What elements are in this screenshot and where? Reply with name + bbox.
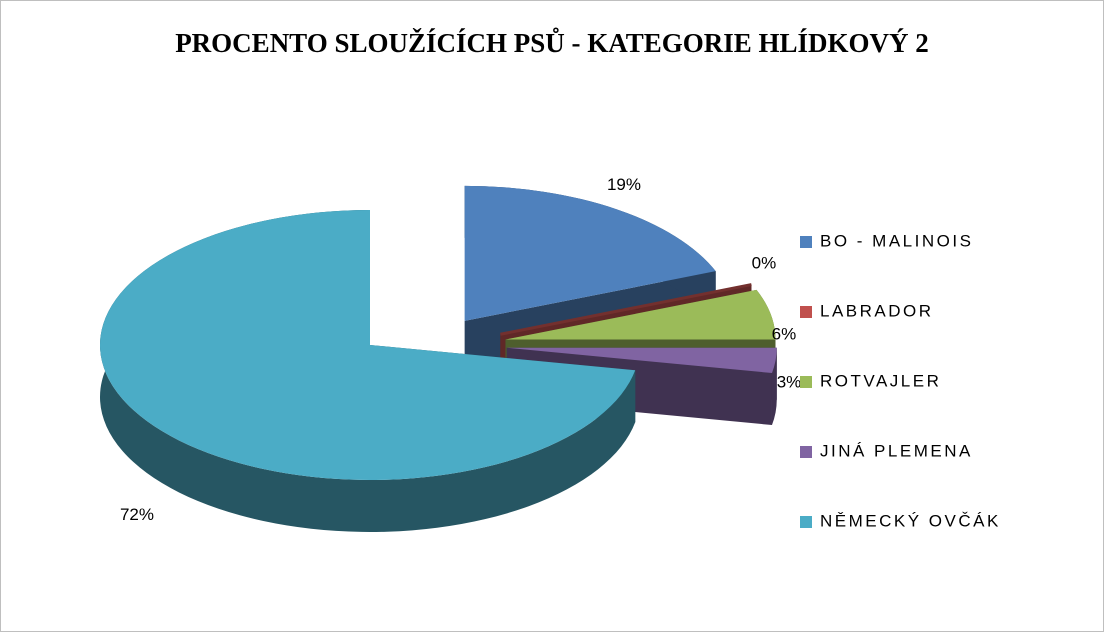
legend-label: JINÁ PLEMENA — [820, 441, 973, 460]
data-label: 3% — [777, 373, 802, 392]
legend-label: LABRADOR — [820, 301, 934, 320]
legend-label: ROTVAJLER — [820, 371, 941, 390]
legend-swatch — [800, 306, 812, 318]
legend-label: BO - MALINOIS — [820, 231, 973, 250]
legend-swatch — [800, 376, 812, 388]
legend-swatch — [800, 236, 812, 248]
data-label: 6% — [772, 324, 797, 343]
data-label: 19% — [607, 175, 641, 194]
pie-slice — [464, 185, 716, 321]
chart-title: PROCENTO SLOUŽÍCÍCH PSŮ - KATEGORIE HLÍD… — [175, 27, 929, 58]
slice-side — [771, 347, 777, 426]
legend-label: NĚMECKÝ OVČÁK — [820, 511, 1001, 530]
legend-swatch — [800, 446, 812, 458]
pie-slice — [500, 283, 752, 336]
pie-slice — [506, 347, 777, 374]
legend-swatch — [800, 516, 812, 528]
pie-slice — [99, 210, 636, 480]
pie-slice — [505, 289, 776, 340]
data-label: 0% — [752, 254, 777, 273]
slice-tops — [99, 185, 777, 480]
data-label: 72% — [120, 505, 154, 524]
